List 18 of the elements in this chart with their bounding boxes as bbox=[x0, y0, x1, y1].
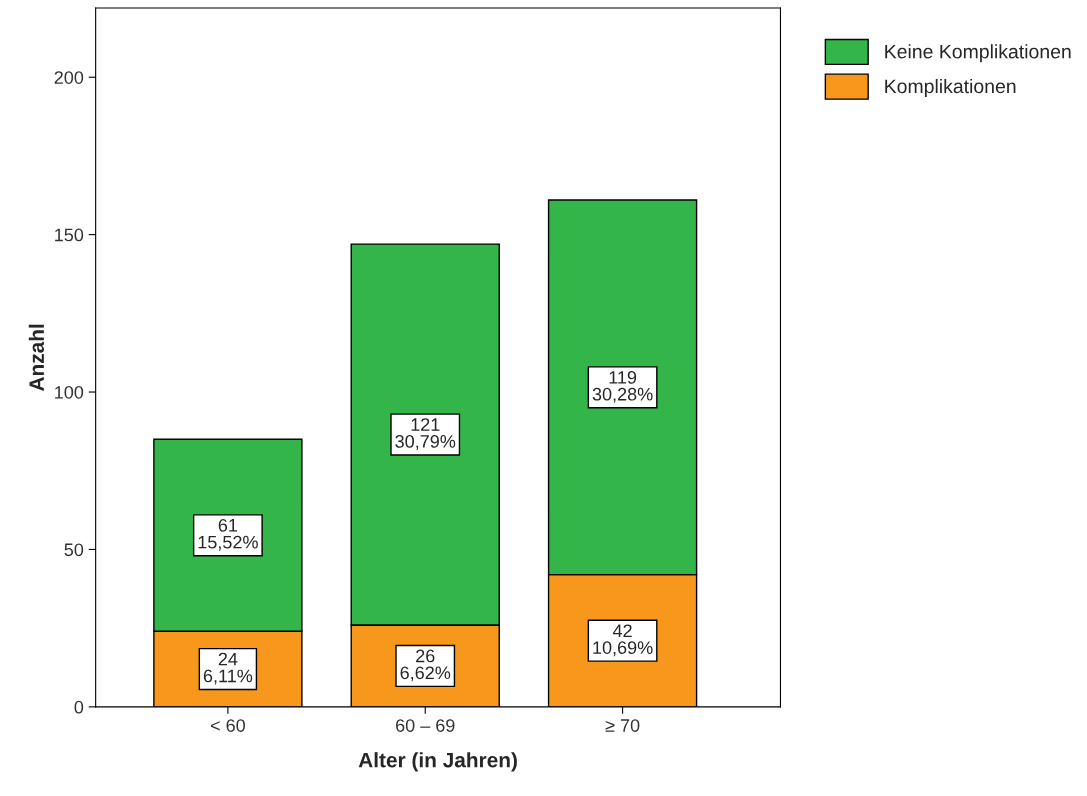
data-label: 26 6,62% bbox=[400, 649, 451, 682]
data-label: 121 30,79% bbox=[395, 418, 456, 450]
legend-label: Komplikationen bbox=[885, 78, 1016, 98]
data-label: 42 10,69% bbox=[593, 624, 653, 657]
data-label: 24 6,11% bbox=[203, 652, 253, 685]
x-tick-label: ≥ 70 bbox=[605, 719, 640, 732]
x-tick-label: 60 – 69 bbox=[396, 719, 455, 732]
y-tick-label: 200 bbox=[54, 71, 84, 84]
x-tick-label: < 60 bbox=[210, 719, 245, 732]
x-axis-title: Alter (in Jahren) bbox=[358, 752, 517, 772]
y-tick-label: 50 bbox=[64, 543, 84, 557]
y-tick-label: 0 bbox=[74, 700, 84, 714]
y-axis-title: Anzahl bbox=[28, 324, 45, 392]
legend-label: Keine Komplikationen bbox=[885, 44, 1071, 63]
y-tick-label: 150 bbox=[55, 228, 84, 242]
y-tick-label: 100 bbox=[55, 385, 84, 399]
data-label: 61 15,52% bbox=[198, 518, 258, 551]
data-label: 119 30,28% bbox=[592, 370, 653, 403]
